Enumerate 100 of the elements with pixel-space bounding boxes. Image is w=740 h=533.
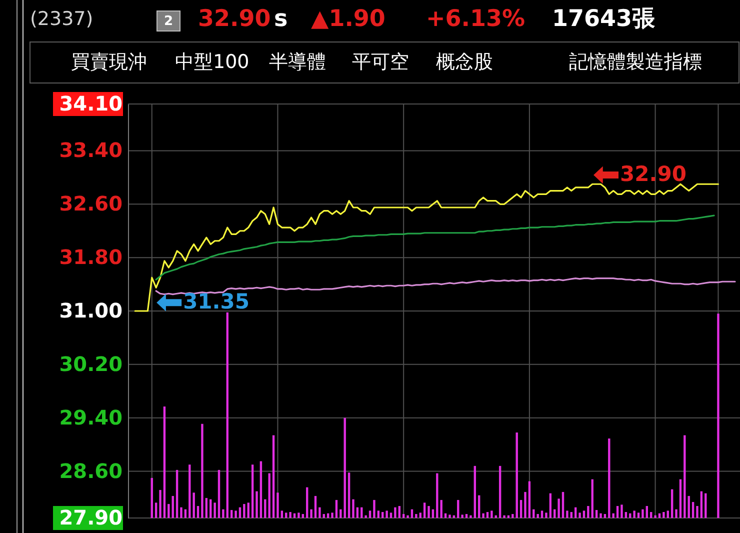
bar <box>608 438 610 518</box>
bar <box>218 470 220 518</box>
bar <box>700 491 703 518</box>
bar <box>306 487 308 518</box>
bar <box>536 514 539 518</box>
bar <box>192 492 195 518</box>
bar <box>587 506 590 518</box>
line-series <box>134 183 720 312</box>
text: 買賣現沖 <box>71 51 147 73</box>
bar <box>163 406 166 518</box>
bar <box>322 514 325 518</box>
bar <box>503 515 506 518</box>
bar <box>524 492 526 518</box>
bar <box>348 472 350 518</box>
bar <box>289 512 292 518</box>
bar <box>398 506 400 518</box>
bar <box>679 479 682 518</box>
bar <box>620 504 623 518</box>
bar <box>373 500 376 518</box>
bar <box>230 510 233 518</box>
bar <box>654 515 656 518</box>
bar <box>591 479 594 518</box>
bar <box>692 502 694 518</box>
bar <box>188 464 191 518</box>
bar <box>670 489 674 518</box>
y-tick-label: 32.60 <box>59 192 122 216</box>
bar <box>402 514 405 518</box>
bar <box>276 492 279 518</box>
bar <box>582 510 586 518</box>
bar <box>562 492 564 518</box>
bar <box>540 510 544 518</box>
bar <box>545 512 548 518</box>
bar <box>352 499 354 518</box>
bar <box>423 502 426 518</box>
bar <box>428 506 430 518</box>
bar <box>570 512 572 518</box>
bar <box>331 512 334 518</box>
text: +6.13% <box>426 6 526 32</box>
bar <box>642 509 644 518</box>
bar <box>512 514 514 518</box>
bar <box>368 510 372 518</box>
bar <box>260 461 262 518</box>
bar <box>696 506 698 518</box>
y-tick-label: 30.20 <box>59 352 122 376</box>
bar <box>285 512 288 518</box>
bar <box>478 495 480 518</box>
text: 2 <box>164 14 174 29</box>
bar <box>528 481 531 518</box>
bar <box>448 514 451 518</box>
bar <box>650 512 652 518</box>
bar <box>364 515 367 518</box>
bar <box>377 510 380 518</box>
bar <box>474 466 476 518</box>
bar <box>150 478 153 518</box>
bar <box>688 496 690 518</box>
text: 記憶體製造指標 <box>569 51 702 73</box>
bar <box>344 418 346 518</box>
bar <box>386 510 388 518</box>
bar <box>684 435 686 518</box>
y-tick-label: 29.40 <box>59 405 122 430</box>
bar <box>210 499 212 518</box>
bar <box>310 509 312 518</box>
bar <box>675 509 678 518</box>
bar <box>335 500 338 518</box>
bar <box>470 515 472 518</box>
bar <box>600 513 602 518</box>
bar <box>243 504 246 518</box>
bar <box>549 493 552 518</box>
bar <box>264 499 266 518</box>
bar <box>516 432 518 518</box>
bar <box>234 510 237 518</box>
bar <box>222 509 224 518</box>
line-series <box>155 214 715 280</box>
bar <box>461 514 464 518</box>
chart-title: (2337) <box>30 8 94 30</box>
bar <box>612 513 614 518</box>
bar <box>498 466 502 518</box>
y-tick-label: 27.90 <box>59 506 122 530</box>
bar <box>440 500 442 518</box>
bar <box>717 314 720 518</box>
bar <box>558 498 560 518</box>
bar <box>154 502 158 518</box>
bar <box>159 490 162 518</box>
bar <box>637 512 640 518</box>
bar <box>566 510 568 518</box>
text: 平可空 <box>352 51 409 73</box>
bar <box>394 507 396 518</box>
text: ▲1.90 <box>311 6 386 32</box>
bar <box>436 473 438 518</box>
bar <box>180 507 182 518</box>
bar <box>298 512 300 518</box>
bar <box>419 512 422 518</box>
bar <box>406 515 409 518</box>
bar <box>168 504 170 518</box>
bar <box>482 513 484 518</box>
annotation: 31.35 <box>183 290 250 314</box>
bar <box>302 514 304 518</box>
bar <box>272 435 275 518</box>
bar <box>666 510 669 518</box>
text: s <box>274 6 288 32</box>
